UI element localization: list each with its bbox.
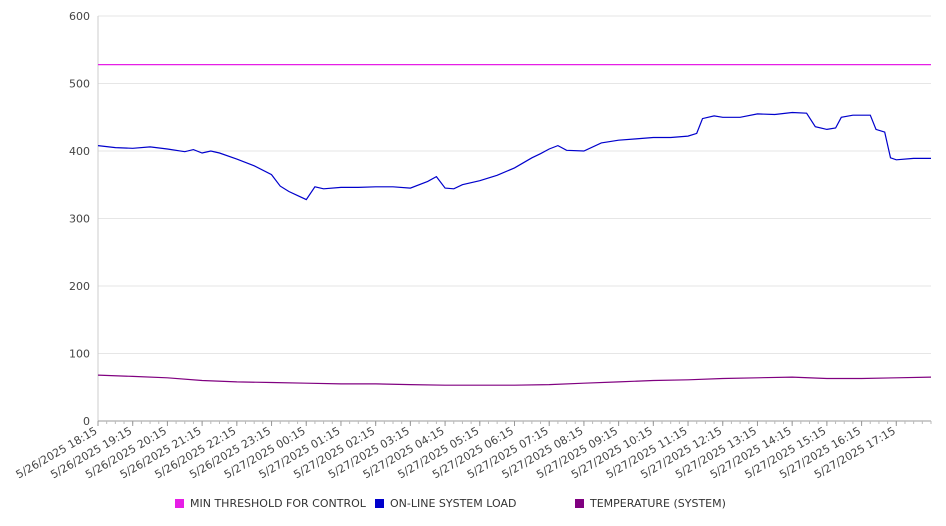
legend-item-min-threshold[interactable]: MIN THRESHOLD FOR CONTROL (175, 497, 366, 510)
gridlines (98, 15, 931, 354)
system-load-line (97, 111, 931, 201)
legend-label: MIN THRESHOLD FOR CONTROL (190, 497, 366, 510)
legend: MIN THRESHOLD FOR CONTROL ON-LINE SYSTEM… (0, 497, 946, 515)
y-tick-label: 600 (69, 10, 90, 23)
legend-swatch (375, 499, 384, 508)
legend-item-temperature[interactable]: TEMPERATURE (SYSTEM) (575, 497, 726, 510)
x-axis-ticks: 5/26/2025 18:155/26/2025 19:155/26/2025 … (14, 424, 898, 481)
legend-swatch (575, 499, 584, 508)
legend-label: ON-LINE SYSTEM LOAD (390, 497, 517, 510)
temperature-line (97, 374, 932, 386)
y-tick-label: 200 (69, 280, 90, 293)
legend-swatch (175, 499, 184, 508)
axes (97, 16, 932, 426)
y-tick-label: 500 (69, 78, 90, 91)
y-tick-label: 400 (69, 145, 90, 158)
series-lines (97, 63, 932, 386)
legend-item-system-load[interactable]: ON-LINE SYSTEM LOAD (375, 497, 516, 510)
y-axis-ticks: 0 100 200 300 400 500 600 (69, 10, 90, 428)
legend-label: TEMPERATURE (SYSTEM) (590, 497, 726, 510)
y-tick-label: 0 (83, 415, 90, 428)
y-tick-label: 100 (69, 348, 90, 361)
y-tick-label: 300 (69, 213, 90, 226)
